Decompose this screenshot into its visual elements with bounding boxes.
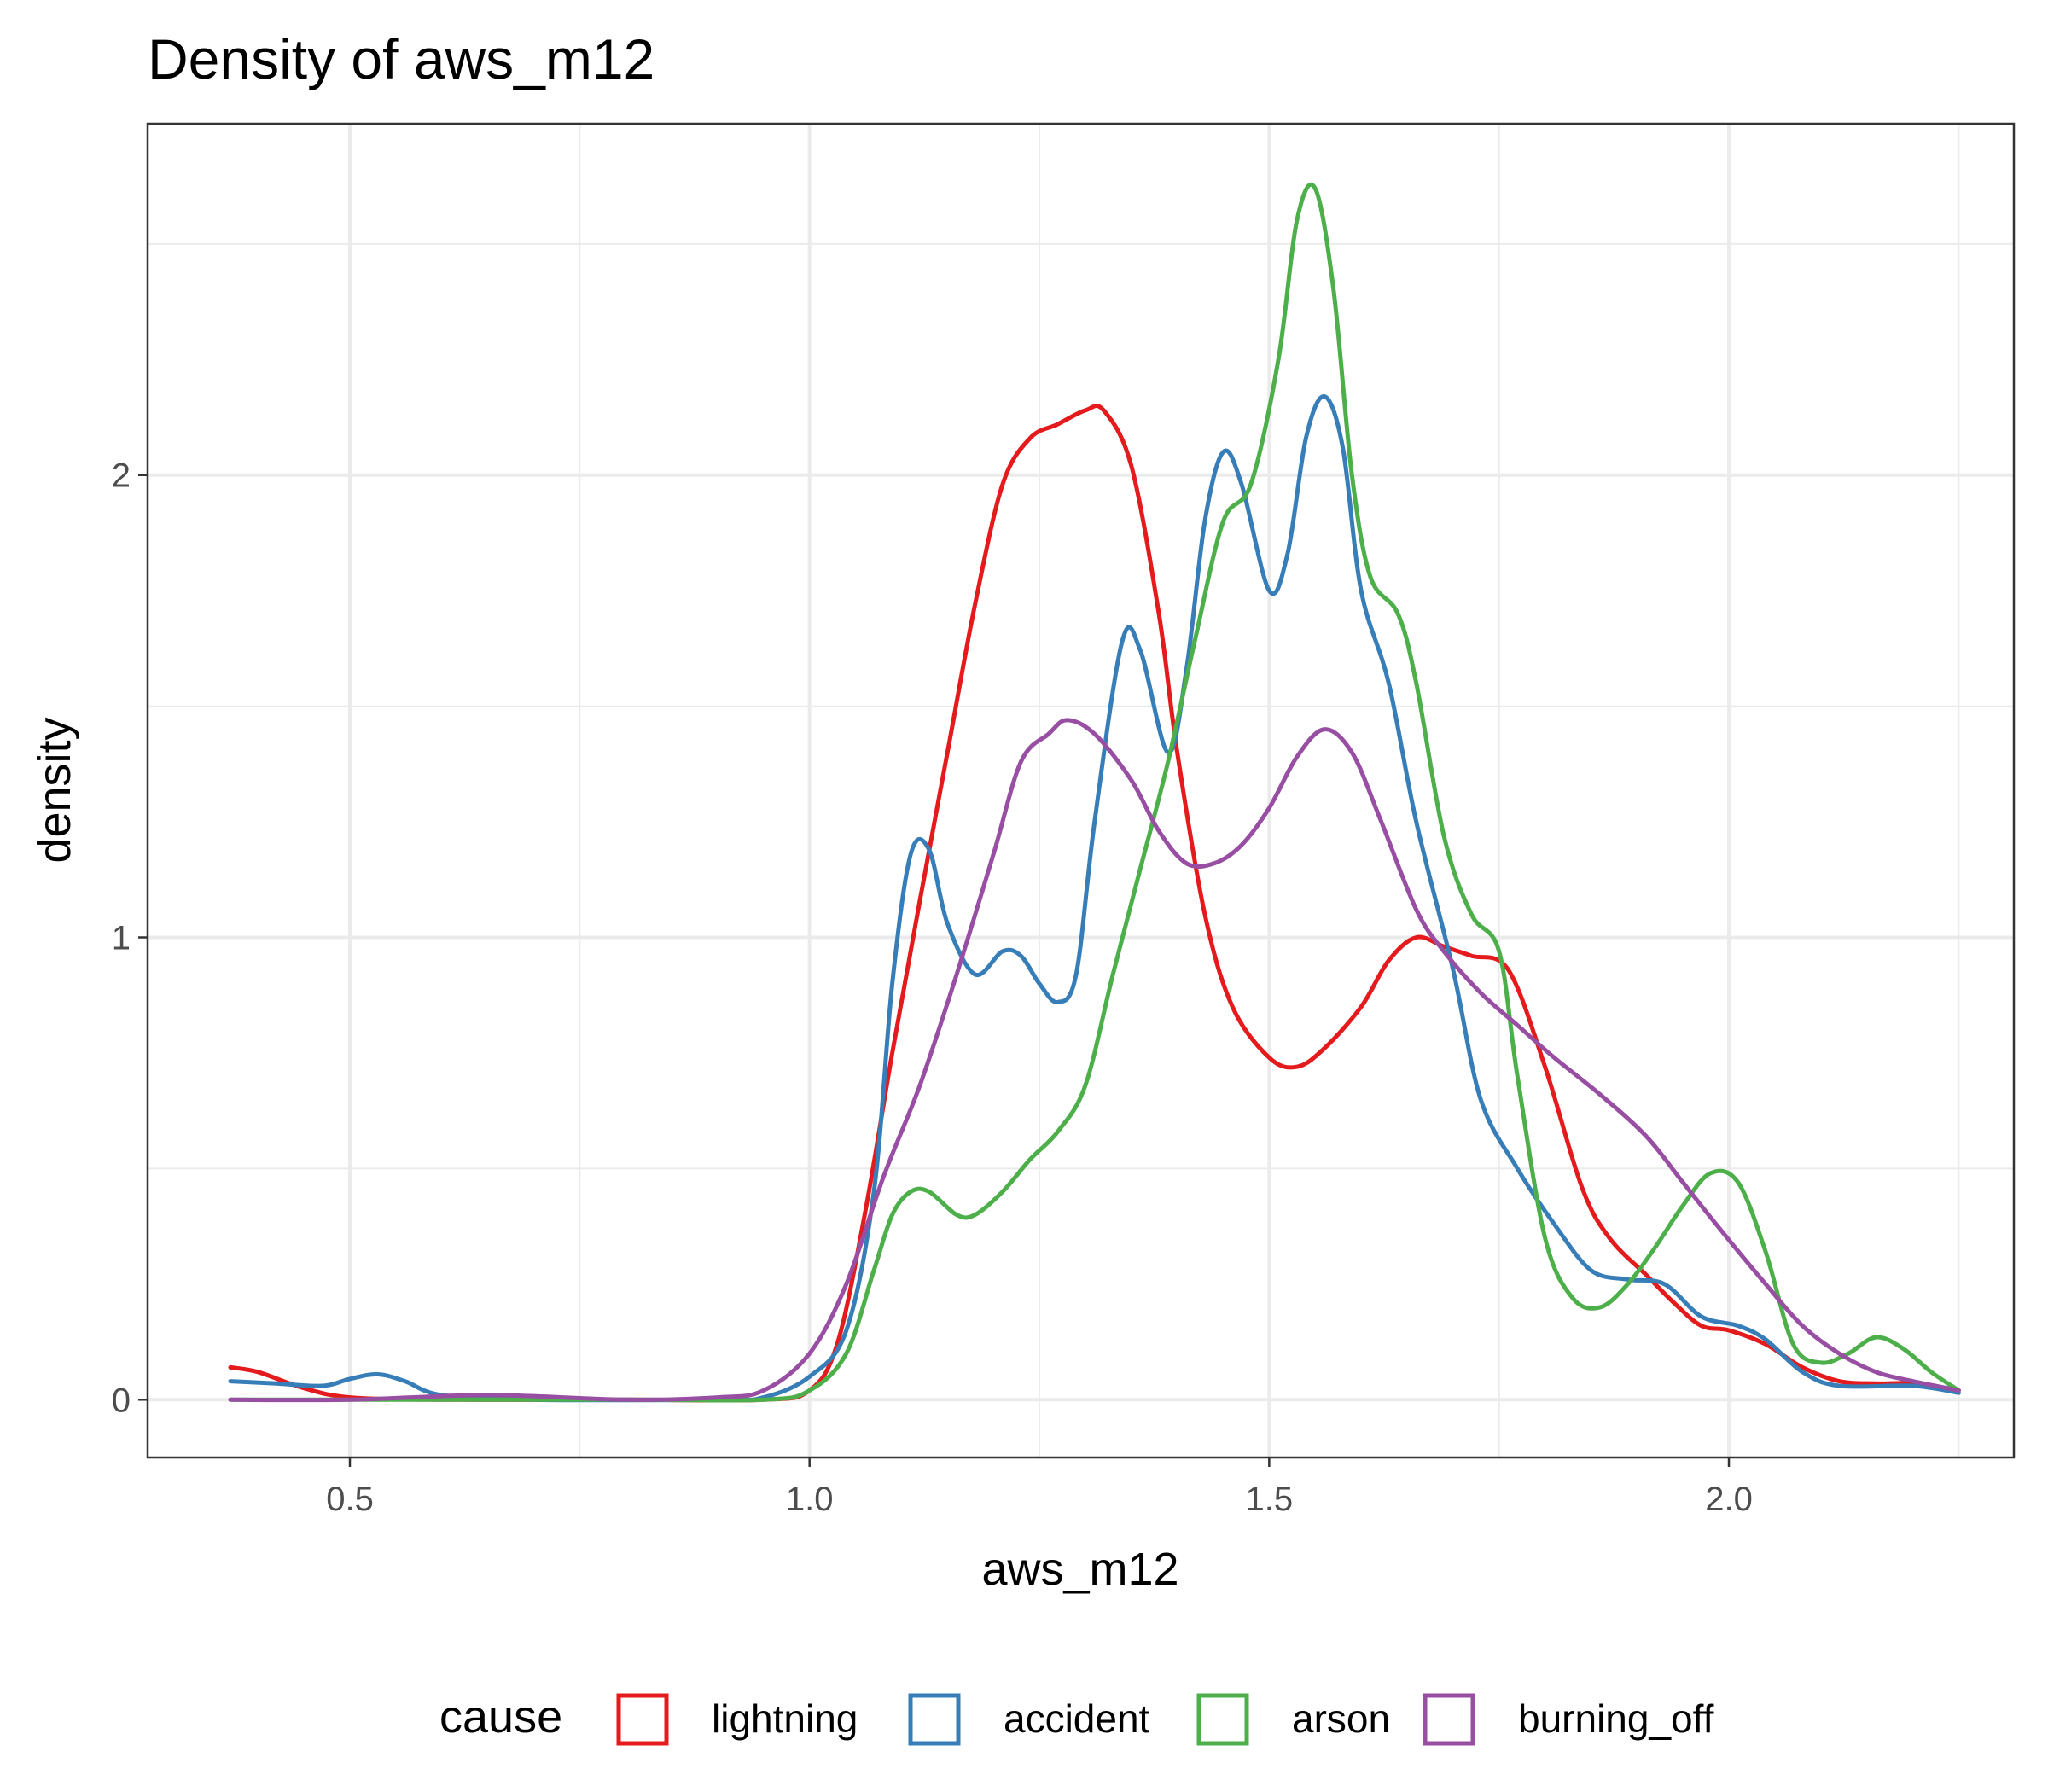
series-line-lightning	[228, 403, 1961, 1403]
plot-background	[148, 124, 2014, 1457]
legend-label: arson	[1292, 1696, 1390, 1741]
plot-border	[146, 122, 2016, 1459]
legend-key-accident	[908, 1693, 961, 1746]
legend-label: lightning	[712, 1696, 858, 1741]
chart-title: Density of aws_m12	[148, 27, 655, 90]
series-line-burning-off	[228, 718, 1961, 1403]
y-axis-title: density	[29, 717, 80, 863]
x-tick-label: 2.0	[1705, 1481, 1753, 1518]
minor-gridlines	[148, 124, 2014, 1457]
legend-label: burning_off	[1518, 1696, 1714, 1741]
y-tick-label: 0	[112, 1382, 131, 1419]
series-line-arson	[228, 182, 1961, 1403]
plot-panel	[148, 124, 2014, 1457]
legend-key-burning-off	[1423, 1693, 1475, 1746]
legend-key-arson	[1196, 1693, 1249, 1746]
y-tick-label: 1	[112, 920, 131, 957]
y-tick-label: 2	[112, 457, 131, 495]
x-axis-title: aws_m12	[981, 1544, 1178, 1595]
legend: cause lightning accident arson burning_off	[439, 1691, 1714, 1746]
x-axis: 0.5 1.0 1.5 2.0	[326, 1457, 1753, 1518]
density-lines	[228, 182, 1961, 1403]
y-axis: 0 1 2	[112, 457, 148, 1419]
x-tick-label: 0.5	[326, 1481, 374, 1518]
legend-title: cause	[439, 1691, 562, 1743]
legend-key-lightning	[616, 1693, 669, 1746]
x-tick-label: 1.5	[1246, 1481, 1294, 1518]
legend-label: accident	[1004, 1696, 1150, 1741]
x-tick-label: 1.0	[786, 1481, 834, 1518]
